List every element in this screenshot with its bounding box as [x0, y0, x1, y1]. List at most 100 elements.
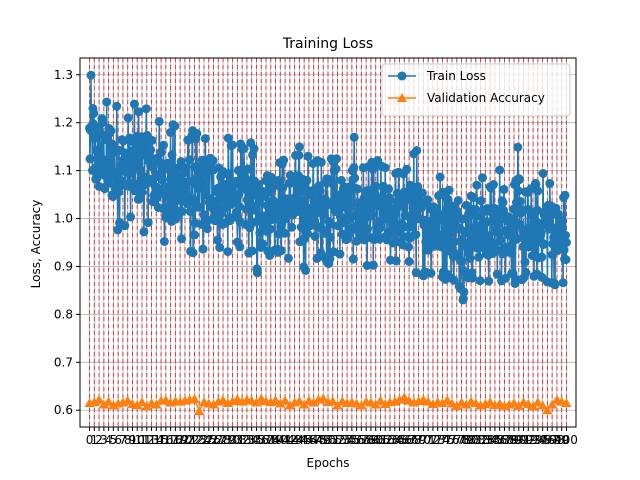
data-point-train-loss	[538, 169, 548, 178]
x-tick-label: 37	[258, 433, 273, 447]
x-tick-label: 9	[129, 433, 137, 447]
data-point-train-loss	[471, 204, 481, 214]
data-point-train-loss	[302, 175, 312, 185]
x-tick-label: 94	[530, 433, 545, 447]
data-point-train-loss	[521, 268, 531, 277]
data-point-train-loss	[165, 182, 175, 192]
data-point-train-loss	[215, 243, 225, 252]
data-point-train-loss	[113, 225, 123, 235]
data-point-train-loss	[97, 118, 107, 128]
data-point-train-loss	[268, 196, 278, 206]
data-point-train-loss	[517, 205, 527, 215]
data-point-train-loss	[459, 266, 469, 276]
legend-label-validation-accuracy: Validation Accuracy	[427, 91, 545, 105]
data-point-validation-accuracy	[137, 397, 147, 407]
x-tick-label: 80	[463, 433, 478, 447]
data-point-validation-accuracy	[375, 395, 386, 405]
x-tick-label: 61	[373, 433, 388, 447]
x-tick-label: 54	[339, 433, 354, 447]
x-tick-label: 75	[440, 433, 455, 447]
x-tick-label: 56	[349, 433, 364, 447]
x-tick-label: 71	[421, 433, 436, 447]
data-point-validation-accuracy	[251, 397, 262, 407]
data-point-train-loss	[560, 190, 570, 200]
plot-area: 0.60.70.80.91.01.11.21.30123456789101112…	[54, 57, 578, 447]
data-point-validation-accuracy	[509, 398, 519, 408]
x-tick-label: 43	[287, 433, 302, 447]
x-tick-label: 34	[244, 433, 259, 447]
data-point-train-loss	[407, 222, 417, 232]
data-point-validation-accuracy	[275, 398, 286, 408]
x-tick-label: 95	[535, 433, 550, 447]
data-point-train-loss	[441, 232, 451, 242]
data-point-validation-accuracy	[141, 401, 152, 411]
x-tick-label: 2	[95, 433, 103, 447]
x-tick-label: 51	[325, 433, 340, 447]
data-point-train-loss	[326, 219, 336, 229]
x-tick-label: 73	[430, 433, 445, 447]
data-point-train-loss	[556, 222, 566, 232]
data-point-train-loss	[559, 245, 569, 255]
x-tick-label: 48	[311, 433, 326, 447]
data-point-train-loss	[137, 187, 147, 197]
data-point-validation-accuracy	[280, 395, 291, 405]
data-point-train-loss	[159, 237, 169, 246]
x-tick-label: 36	[254, 433, 269, 447]
data-point-train-loss	[325, 232, 335, 242]
x-tick-label: 25	[201, 433, 216, 447]
x-tick-label: 82	[473, 433, 488, 447]
data-point-train-loss	[148, 163, 158, 173]
x-tick-label: 39	[268, 433, 283, 447]
data-point-train-loss	[449, 275, 459, 285]
data-point-train-loss	[158, 175, 167, 185]
data-point-train-loss	[561, 230, 570, 240]
x-tick-label: 53	[335, 433, 350, 447]
data-point-train-loss	[301, 265, 311, 275]
x-tick-label: 60	[368, 433, 383, 447]
data-point-train-loss	[558, 278, 568, 288]
data-point-train-loss	[166, 127, 176, 137]
data-point-train-loss	[185, 155, 195, 165]
data-point-train-loss	[287, 222, 297, 232]
data-point-train-loss	[349, 132, 359, 142]
data-point-train-loss	[476, 196, 486, 206]
x-tick-label: 20	[177, 433, 192, 447]
data-point-validation-accuracy	[89, 397, 100, 407]
data-point-validation-accuracy	[461, 399, 472, 409]
data-point-validation-accuracy	[547, 399, 558, 409]
x-tick-label: 93	[525, 433, 540, 447]
data-point-train-loss	[435, 172, 445, 182]
data-point-train-loss	[220, 203, 230, 213]
data-point-train-loss	[459, 287, 469, 297]
x-tick-label: 92	[521, 433, 536, 447]
data-point-train-loss	[190, 230, 199, 240]
y-tick-label: 1.1	[54, 164, 73, 178]
data-point-train-loss	[489, 180, 498, 189]
x-tick-label: 91	[516, 433, 531, 447]
x-tick-label: 4	[105, 433, 113, 447]
x-tick-label: 50	[320, 433, 335, 447]
data-point-validation-accuracy	[370, 399, 381, 409]
data-point-train-loss	[196, 183, 206, 192]
data-point-train-loss	[472, 180, 482, 190]
data-point-train-loss	[515, 196, 525, 206]
data-point-train-loss	[208, 156, 218, 166]
x-tick-label: 18	[168, 433, 183, 447]
data-point-train-loss	[492, 269, 502, 279]
x-tick-label: 10	[130, 433, 145, 447]
data-point-train-loss	[202, 224, 212, 234]
x-tick-label: 72	[425, 433, 440, 447]
data-point-train-loss	[106, 126, 116, 136]
data-point-train-loss	[484, 276, 494, 286]
data-point-train-loss	[198, 244, 208, 254]
x-tick-label: 87	[497, 433, 512, 447]
data-point-train-loss	[350, 173, 360, 183]
x-tick-label: 6	[114, 433, 122, 447]
data-point-train-loss	[449, 237, 459, 247]
x-tick-label: 17	[163, 433, 178, 447]
data-point-validation-accuracy	[218, 395, 229, 405]
data-point-validation-accuracy	[284, 400, 295, 410]
data-point-train-loss	[239, 144, 249, 153]
data-point-train-loss	[550, 280, 560, 290]
data-point-train-loss	[417, 188, 427, 198]
